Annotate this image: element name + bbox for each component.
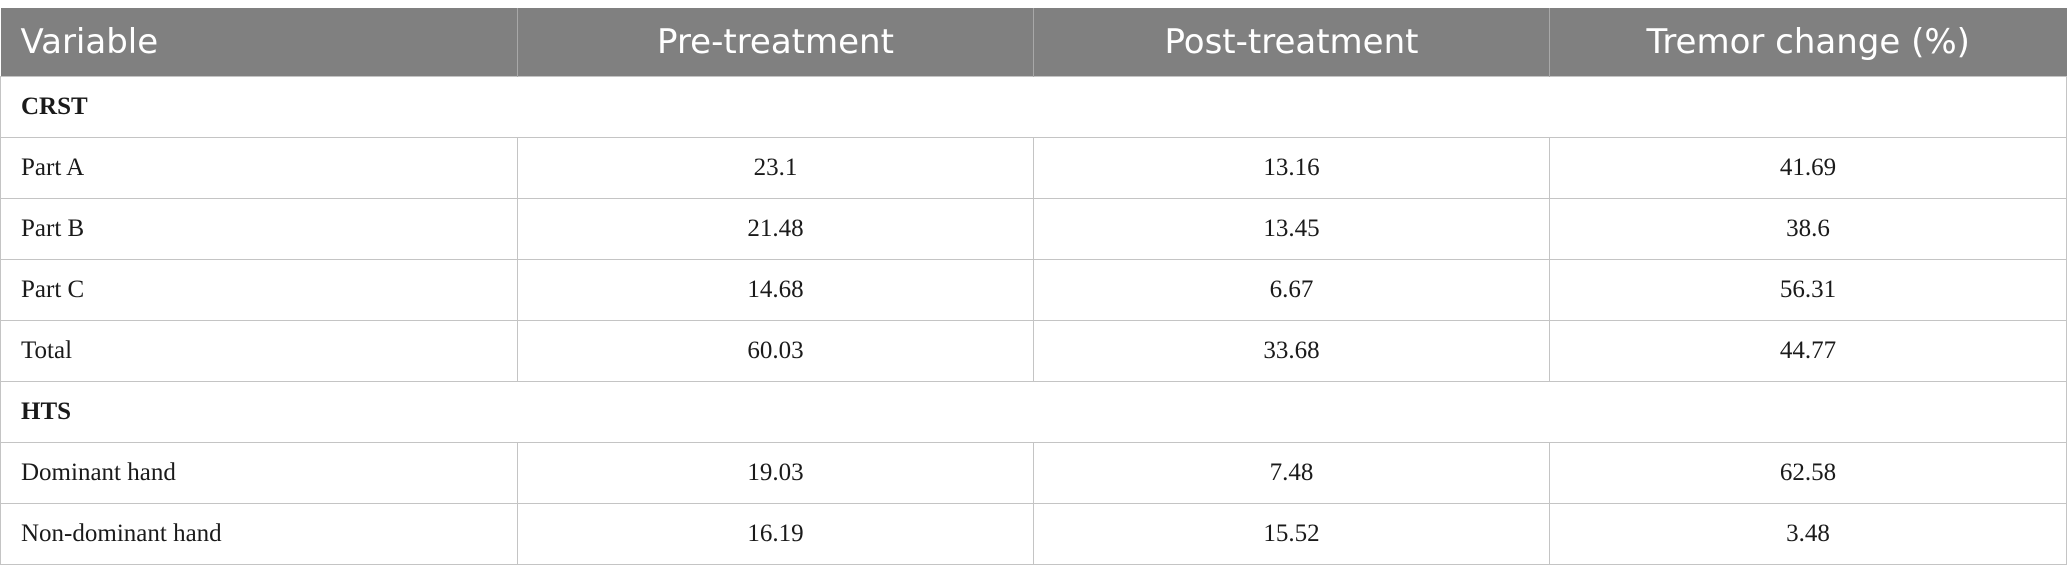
- header-tremor-change: Tremor change (%): [1549, 8, 2067, 77]
- tremor-change-value: 56.31: [1549, 259, 2067, 321]
- results-table: Variable Pre-treatment Post-treatment Tr…: [0, 8, 2067, 565]
- row-label: Part A: [0, 137, 518, 199]
- table-row: Part B 21.48 13.45 38.6: [0, 198, 2067, 260]
- table-header: Variable Pre-treatment Post-treatment Tr…: [0, 8, 2067, 77]
- header-row: Variable Pre-treatment Post-treatment Tr…: [0, 8, 2067, 77]
- table-row: Total 60.03 33.68 44.77: [0, 320, 2067, 382]
- post-treatment-value: 33.68: [1033, 320, 1550, 382]
- table-row: Part C 14.68 6.67 56.31: [0, 259, 2067, 321]
- pre-treatment-value: 21.48: [517, 198, 1034, 260]
- header-post-treatment: Post-treatment: [1033, 8, 1550, 77]
- table-body: CRST Part A 23.1 13.16 41.69 Part B 21.4…: [0, 76, 2067, 565]
- post-treatment-value: 13.16: [1033, 137, 1550, 199]
- row-label: Part C: [0, 259, 518, 321]
- section-title: CRST: [0, 76, 2067, 138]
- tremor-change-value: 3.48: [1549, 503, 2067, 565]
- section-title: HTS: [0, 381, 2067, 443]
- post-treatment-value: 13.45: [1033, 198, 1550, 260]
- table-row: Part A 23.1 13.16 41.69: [0, 137, 2067, 199]
- tremor-change-value: 41.69: [1549, 137, 2067, 199]
- row-label: Dominant hand: [0, 442, 518, 504]
- table-row: Dominant hand 19.03 7.48 62.58: [0, 442, 2067, 504]
- post-treatment-value: 15.52: [1033, 503, 1550, 565]
- tremor-change-value: 44.77: [1549, 320, 2067, 382]
- pre-treatment-value: 16.19: [517, 503, 1034, 565]
- post-treatment-value: 7.48: [1033, 442, 1550, 504]
- pre-treatment-value: 14.68: [517, 259, 1034, 321]
- tremor-change-value: 38.6: [1549, 198, 2067, 260]
- header-variable: Variable: [0, 8, 518, 77]
- table-row: Non-dominant hand 16.19 15.52 3.48: [0, 503, 2067, 565]
- data-table-container: Variable Pre-treatment Post-treatment Tr…: [0, 8, 2067, 565]
- section-row-crst: CRST: [0, 76, 2067, 138]
- tremor-change-value: 62.58: [1549, 442, 2067, 504]
- header-pre-treatment: Pre-treatment: [517, 8, 1034, 77]
- section-row-hts: HTS: [0, 381, 2067, 443]
- row-label: Part B: [0, 198, 518, 260]
- post-treatment-value: 6.67: [1033, 259, 1550, 321]
- row-label: Non-dominant hand: [0, 503, 518, 565]
- pre-treatment-value: 60.03: [517, 320, 1034, 382]
- pre-treatment-value: 23.1: [517, 137, 1034, 199]
- row-label: Total: [0, 320, 518, 382]
- pre-treatment-value: 19.03: [517, 442, 1034, 504]
